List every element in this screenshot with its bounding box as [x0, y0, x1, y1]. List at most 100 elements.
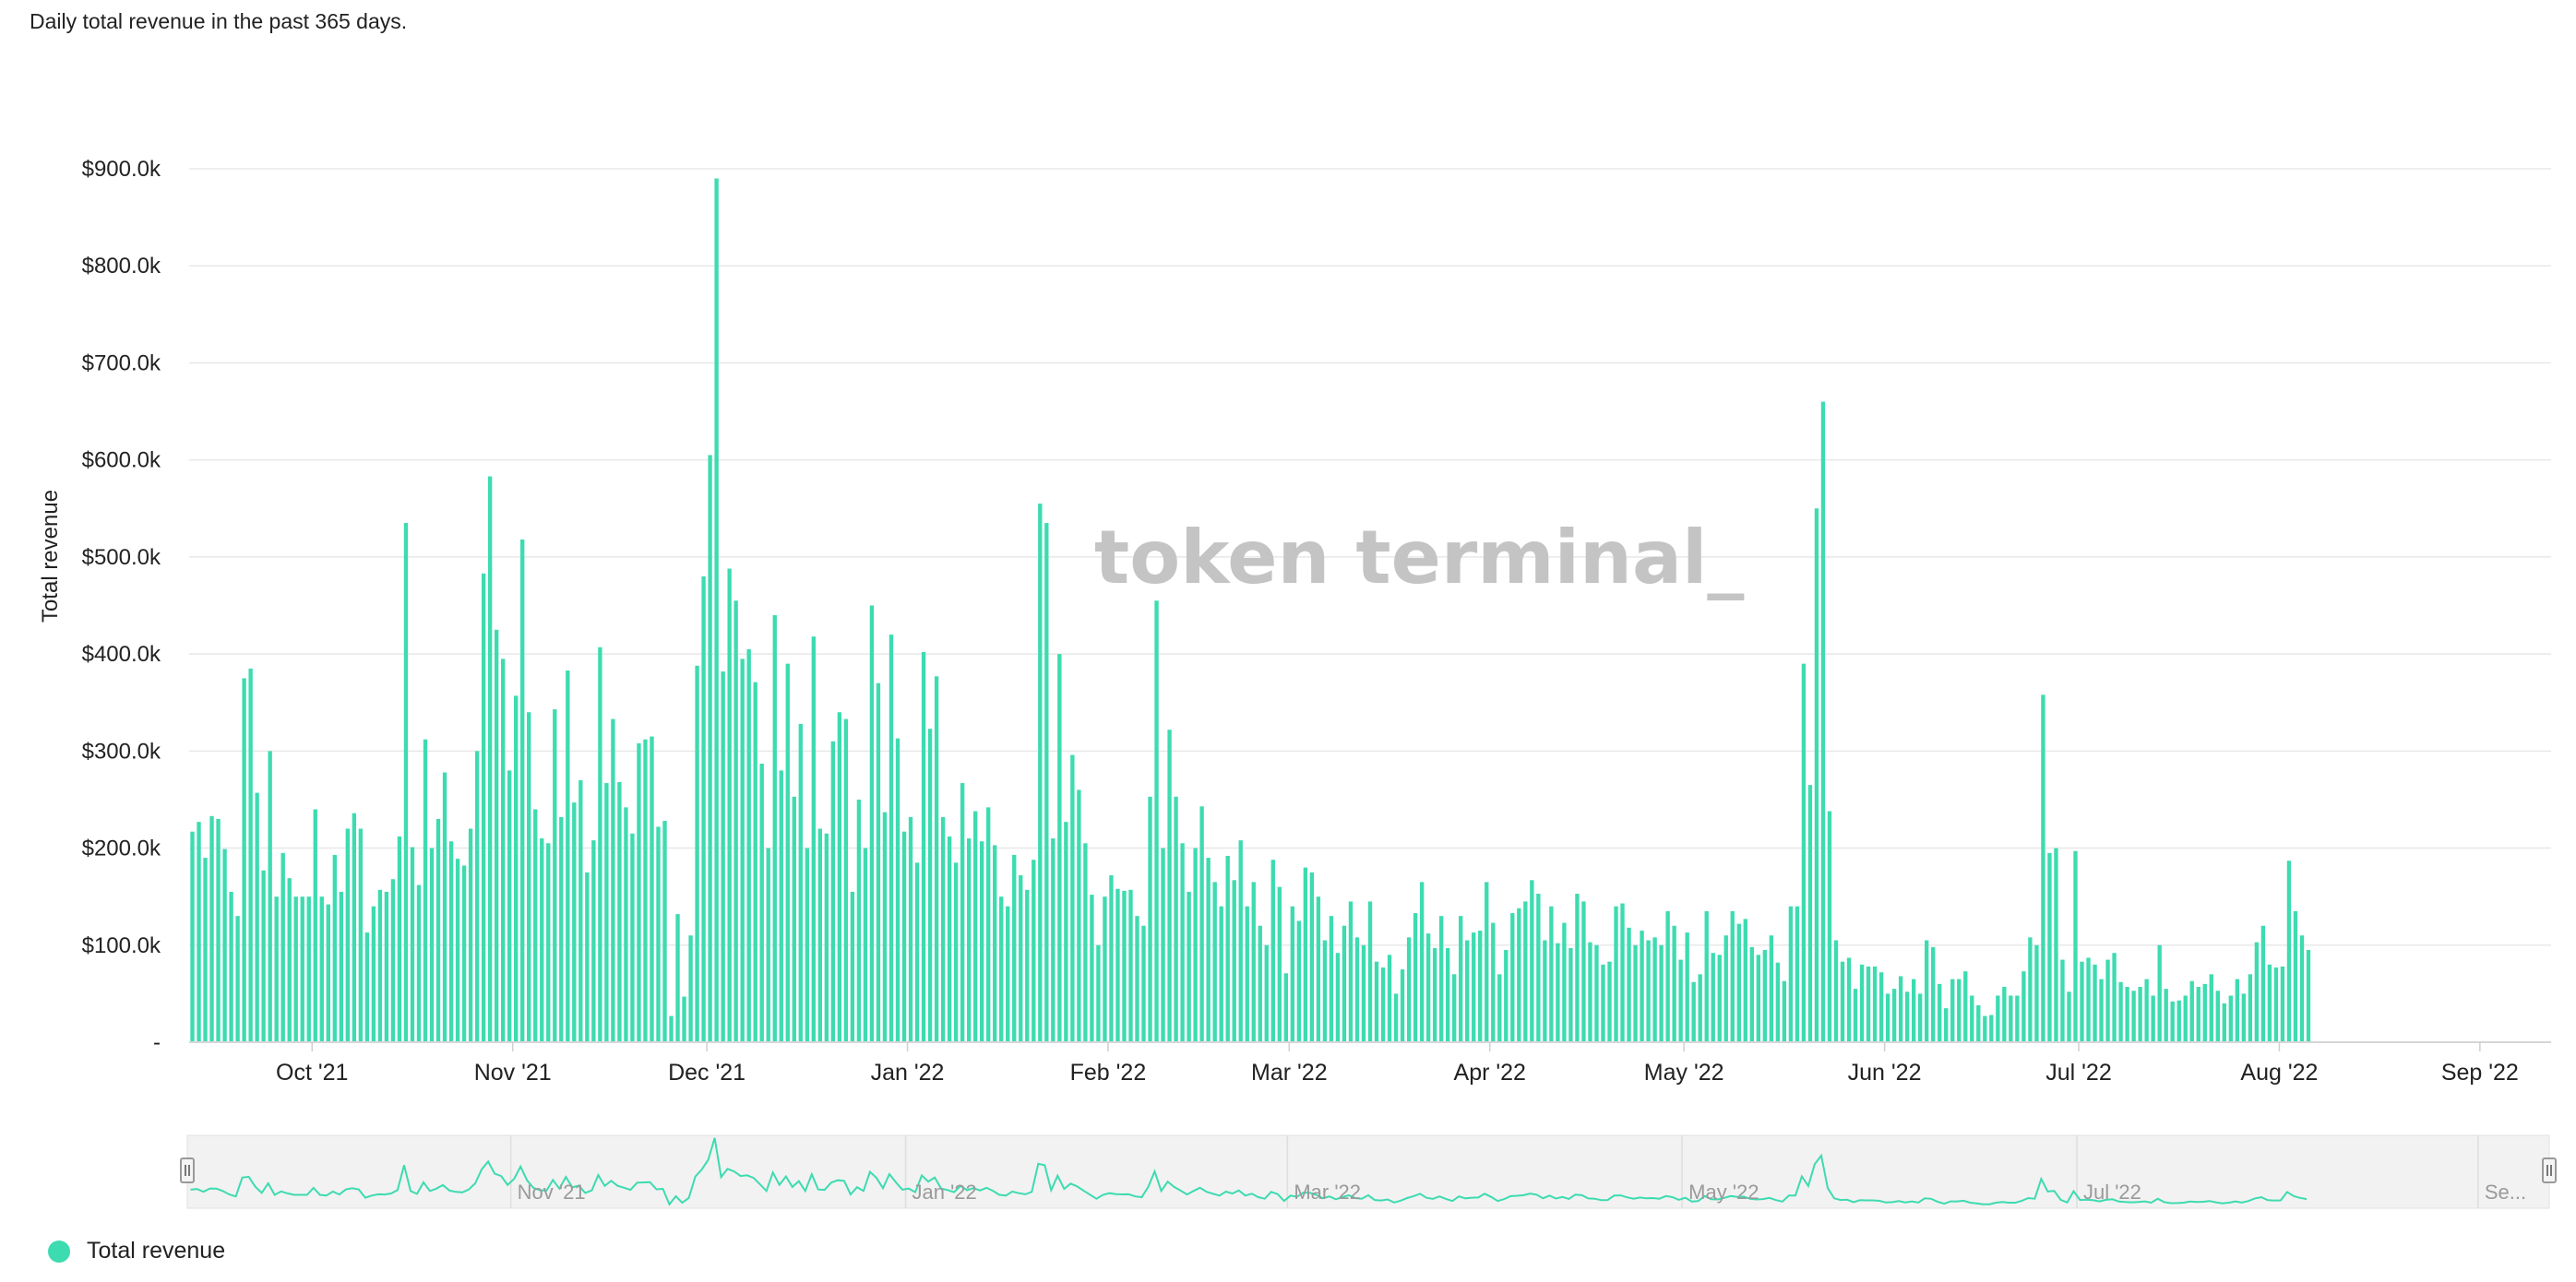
bar[interactable] [1769, 935, 1774, 1042]
bar[interactable] [753, 682, 757, 1042]
bar[interactable] [650, 736, 654, 1042]
bar[interactable] [1478, 930, 1483, 1042]
bar[interactable] [1329, 916, 1334, 1042]
bar[interactable] [1154, 600, 1159, 1042]
bar[interactable] [1736, 923, 1741, 1042]
bar[interactable] [1983, 1015, 1987, 1042]
bar[interactable] [2060, 959, 2065, 1042]
bar[interactable] [339, 891, 343, 1042]
bar[interactable] [1290, 906, 1295, 1042]
bar[interactable] [1251, 882, 1256, 1042]
bar[interactable] [1925, 940, 1929, 1042]
bar[interactable] [2067, 991, 2071, 1042]
bar[interactable] [2080, 961, 2084, 1042]
bar[interactable] [345, 828, 351, 1042]
bar[interactable] [1911, 979, 1916, 1042]
bar[interactable] [1782, 980, 1787, 1042]
bar[interactable] [2299, 935, 2305, 1042]
bar[interactable] [248, 668, 253, 1042]
bar[interactable] [2248, 974, 2253, 1042]
bar[interactable] [1019, 875, 1023, 1042]
bar[interactable] [410, 847, 415, 1043]
bar[interactable] [474, 751, 480, 1042]
bar[interactable] [727, 568, 732, 1042]
bar[interactable] [934, 676, 939, 1042]
bar[interactable] [487, 476, 493, 1042]
bar[interactable] [2235, 979, 2240, 1042]
bar[interactable] [1607, 961, 1612, 1042]
bar[interactable] [203, 858, 208, 1042]
bar[interactable] [2118, 981, 2123, 1042]
bar[interactable] [1128, 889, 1133, 1042]
bar[interactable] [2086, 957, 2091, 1042]
bar[interactable] [1510, 913, 1515, 1042]
bar[interactable] [1354, 937, 1360, 1042]
bar[interactable] [1006, 906, 1010, 1042]
bar[interactable] [1122, 890, 1127, 1042]
bar[interactable] [611, 718, 615, 1042]
bar[interactable] [1723, 935, 1728, 1042]
bar[interactable] [1594, 944, 1599, 1042]
bar[interactable] [1859, 964, 1865, 1042]
bar[interactable] [591, 840, 596, 1042]
bar[interactable] [280, 852, 285, 1042]
bar[interactable] [598, 647, 602, 1042]
bar[interactable] [435, 818, 441, 1042]
bar[interactable] [1057, 654, 1062, 1042]
bar[interactable] [2215, 991, 2220, 1042]
bar[interactable] [805, 848, 809, 1042]
bar[interactable] [721, 671, 725, 1042]
bar[interactable] [1568, 947, 1573, 1042]
bar[interactable] [1161, 848, 1165, 1042]
bar[interactable] [1581, 901, 1586, 1042]
bar[interactable] [1303, 867, 1308, 1042]
bar[interactable] [1950, 979, 1955, 1042]
bar[interactable] [2176, 1000, 2181, 1042]
bar[interactable] [1543, 940, 1547, 1042]
bar[interactable] [682, 996, 686, 1042]
bar[interactable] [1342, 925, 1347, 1042]
bar[interactable] [2002, 987, 2007, 1042]
bar[interactable] [1115, 888, 1120, 1042]
bar[interactable] [261, 870, 266, 1042]
bar[interactable] [546, 843, 551, 1042]
bar[interactable] [1025, 889, 1030, 1042]
bar[interactable] [637, 742, 641, 1042]
bar[interactable] [1717, 955, 1722, 1042]
bar[interactable] [468, 828, 473, 1042]
bar[interactable] [2151, 995, 2155, 1042]
bar[interactable] [1316, 896, 1321, 1042]
bar[interactable] [578, 779, 583, 1042]
bar[interactable] [1393, 993, 1399, 1042]
bar[interactable] [1387, 955, 1392, 1042]
bar[interactable] [1174, 796, 1178, 1042]
bar[interactable] [914, 862, 920, 1042]
bar[interactable] [1103, 896, 1107, 1042]
bar[interactable] [1361, 944, 1366, 1042]
bar[interactable] [2105, 959, 2110, 1042]
bar[interactable] [1652, 937, 1657, 1042]
bar[interactable] [1614, 906, 1618, 1042]
bar[interactable] [766, 848, 770, 1042]
bar[interactable] [1976, 1005, 1981, 1042]
bar[interactable] [850, 891, 855, 1042]
bar[interactable] [837, 712, 842, 1042]
bar[interactable] [1885, 993, 1890, 1042]
bar[interactable] [527, 712, 531, 1042]
bar[interactable] [921, 652, 926, 1042]
bar[interactable] [2138, 987, 2142, 1042]
bar[interactable] [2073, 850, 2078, 1042]
bar[interactable] [222, 849, 227, 1042]
bar[interactable] [377, 889, 383, 1042]
bar[interactable] [1672, 925, 1676, 1042]
bar[interactable] [268, 751, 272, 1042]
bar[interactable] [604, 783, 609, 1042]
bar[interactable] [1367, 901, 1373, 1042]
bar[interactable] [1904, 991, 1910, 1042]
bar[interactable] [1445, 947, 1450, 1042]
bar[interactable] [2222, 1003, 2226, 1042]
bar[interactable] [1970, 995, 1974, 1042]
bar[interactable] [2280, 966, 2285, 1042]
bar[interactable] [1497, 974, 1502, 1042]
bar[interactable] [1212, 882, 1217, 1042]
